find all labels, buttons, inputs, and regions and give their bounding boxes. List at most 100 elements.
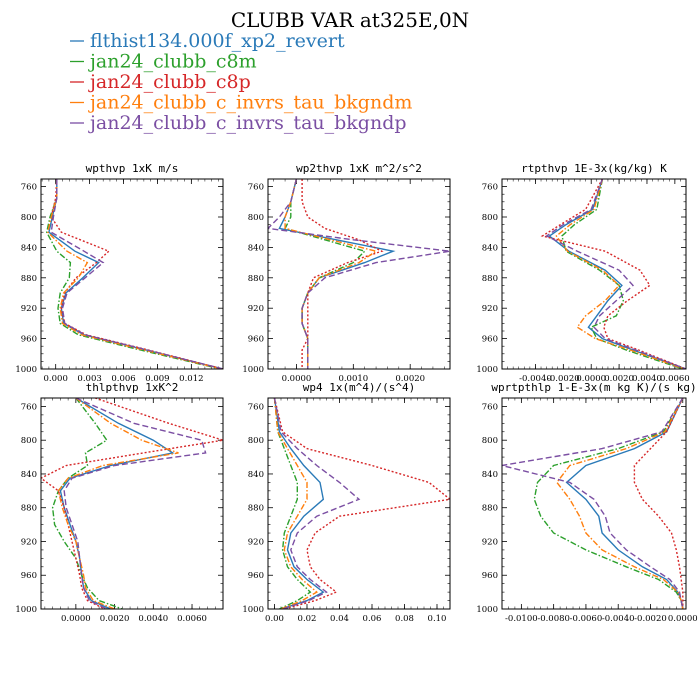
x-tick-label: 0.0020 [395,374,425,384]
series-line [41,398,223,609]
panel: rtpthvp 1E-3x(kg/kg) K 760 800 840 880 920 960… [476,162,689,384]
y-tick-label: 920 [21,304,37,314]
x-tick-label: 0.04 [330,614,349,624]
figure-title: CLUBB VAR at325E,0N [231,8,469,32]
series-line [273,398,361,609]
x-tick-label: 0.0060 [660,374,690,384]
series-line [48,179,223,369]
y-tick-label: 800 [21,213,37,223]
y-tick-label: 800 [248,436,264,446]
y-tick-label: 880 [248,274,264,284]
series-line [273,398,325,609]
legend-entry: jan24_clubb_c_invrs_tau_bkgndm [88,92,412,114]
x-tick-label: 0.00 [265,614,284,624]
series-line [545,179,686,369]
plot-frame [40,178,224,370]
x-tick-label: 0.006 [111,374,135,384]
panel: wpthvp 1xK m/s 760 800 840 880 920 960 1000 0.00… [15,162,224,384]
x-tick-label: 0.02 [298,614,317,624]
x-tick-label: 0.009 [145,374,169,384]
y-tick-label: 760 [482,402,498,412]
y-tick-label: 880 [248,504,264,514]
x-tick-label: 0.012 [179,374,203,384]
panel-title: wprtpthlp 1-E-3x(m kg K)/(s kg) [491,381,696,394]
panel: thlpthvp 1xK^2 760 800 840 880 920 960 1000 0.00… [15,381,224,624]
x-tick-label: -0.0080 [537,614,570,624]
legend-entry: jan24_clubb_c8p [88,71,251,93]
y-tick-label: 800 [482,213,498,223]
series-line [284,179,367,369]
panel: wprtpthlp 1-E-3x(m kg K)/(s kg) 760 800 840… [476,381,697,624]
x-tick-label: -0.0020 [547,374,580,384]
x-tick-label: 0.000 [44,374,68,384]
plot-frame [501,397,687,610]
x-tick-label: -0.0100 [505,614,538,624]
y-tick-label: 760 [21,183,37,193]
y-tick-label: 1000 [242,365,264,375]
y-tick-label: 880 [482,274,498,284]
plot-frame [267,178,451,370]
series-line [273,398,450,609]
series-line [50,179,223,369]
x-tick-label: 0.0000 [668,614,698,624]
panel-title: thlpthvp 1xK^2 [86,381,179,394]
y-tick-label: 840 [248,243,264,253]
y-tick-label: 920 [248,537,264,547]
series-line [533,398,684,609]
y-tick-label: 760 [21,402,37,412]
series-line [633,398,684,609]
series-line [278,179,396,369]
series-line [273,398,312,609]
series-line [540,179,686,369]
series-line [59,398,175,609]
series-line [268,179,450,369]
plot-frame [40,397,224,610]
y-tick-label: 800 [21,436,37,446]
y-tick-label: 840 [482,243,498,253]
legend-entry: flthist134.000f_xp2_revert [90,30,345,52]
y-tick-label: 1000 [242,605,264,615]
series-line [555,179,685,369]
series-line [502,398,684,609]
y-tick-label: 960 [482,571,498,581]
series-line [301,179,384,369]
y-tick-label: 800 [482,436,498,446]
y-tick-label: 760 [248,402,264,412]
x-tick-label: 0.10 [428,614,447,624]
x-tick-label: -0.0060 [570,614,603,624]
y-tick-label: 1000 [476,365,498,375]
y-tick-label: 1000 [476,605,498,615]
x-tick-label: 0.0020 [604,374,634,384]
x-tick-label: 0.08 [395,614,414,624]
y-tick-label: 880 [21,274,37,284]
plot-frame [501,178,687,370]
y-tick-label: 760 [248,183,264,193]
y-tick-label: 920 [482,304,498,314]
plot-frame [267,397,451,610]
y-tick-label: 880 [21,504,37,514]
series-line [50,179,223,369]
panel-title: wpthvp 1xK m/s [86,162,179,175]
panel: wp4 1x(m^4)/(s^4)76080084088092096010000… [242,381,451,624]
y-tick-label: 960 [248,571,264,581]
y-tick-label: 840 [248,470,264,480]
series-line [63,398,207,609]
y-tick-label: 880 [482,504,498,514]
x-tick-label: 0.0060 [177,614,207,624]
x-tick-label: 0.0000 [576,374,606,384]
legend-entry: jan24_clubb_c_invrs_tau_bkgndp [88,112,407,134]
x-tick-label: 0.06 [363,614,382,624]
x-tick-label: 0.0010 [338,374,368,384]
y-tick-label: 840 [21,470,37,480]
legend: flthist134.000f_xp2_revert jan24_clubb_c8… [70,30,412,134]
x-tick-label: -0.0020 [634,614,667,624]
series-line [51,398,123,609]
panel-title: wp2thvp 1xK m^2/s^2 [296,162,422,175]
x-tick-label: 0.0000 [282,374,312,384]
x-tick-label: 0.0000 [61,614,91,624]
series-line [45,179,221,369]
y-tick-label: 920 [248,304,264,314]
y-tick-label: 920 [21,537,37,547]
series-line [273,398,319,609]
y-tick-label: 840 [482,470,498,480]
